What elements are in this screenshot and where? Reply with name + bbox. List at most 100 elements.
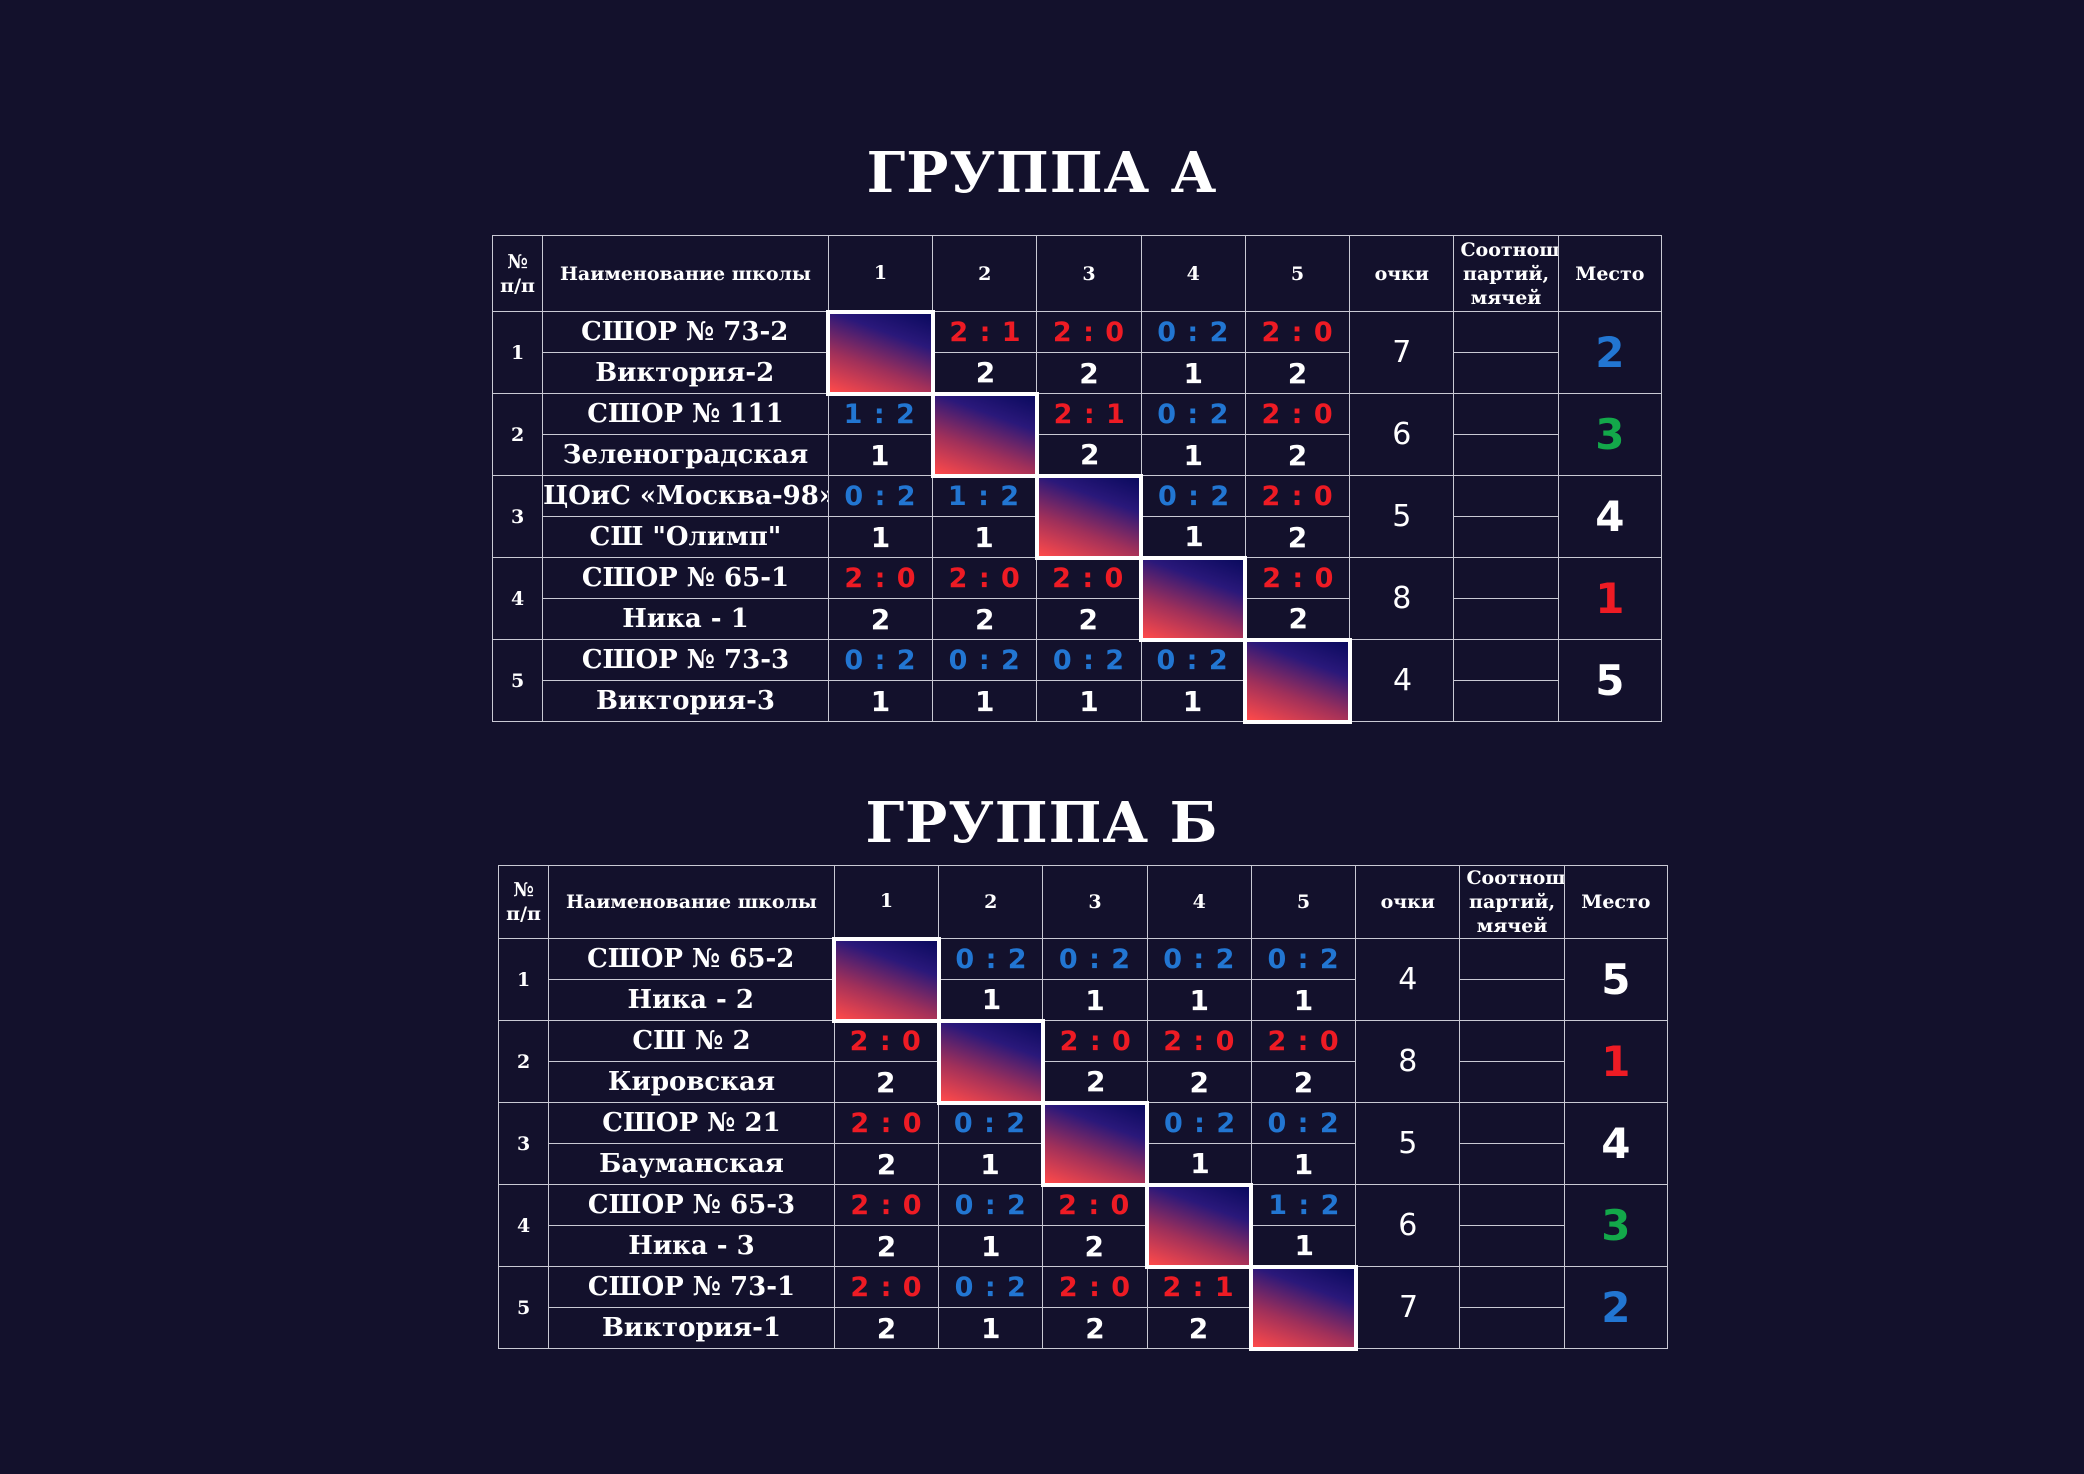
ratio-cell [1453,639,1559,681]
match-points: 2 [833,1225,940,1267]
ratio-cell [1453,434,1559,476]
row-number: 3 [491,475,544,558]
school-name: СШОР № 65-3 [548,1184,835,1226]
match-points: 2 [1244,434,1351,476]
match-points: 2 [1042,1307,1148,1349]
team-name: Виктория-1 [548,1307,835,1349]
team-name: Ника - 1 [542,598,829,640]
diagonal-cell [826,309,935,396]
diagonal-cell [936,1018,1045,1105]
match-score: 0 : 2 [1140,639,1246,681]
school-name: СШ № 2 [548,1020,835,1062]
header-ratio: Соотнош. партий, мячей [1459,865,1565,939]
ratio-cell [1453,475,1559,517]
match-points: 2 [827,598,934,640]
match-points: 1 [938,979,1044,1021]
header-place: Место [1563,865,1669,939]
match-points: 1 [1250,979,1357,1021]
header-col-4: 4 [1146,865,1252,939]
header-col-2: 2 [932,235,1038,312]
header-col-3: 3 [1036,235,1142,312]
school-name: СШОР № 65-1 [542,557,829,599]
ratio-cell [1459,1102,1565,1144]
row-number: 4 [497,1184,550,1267]
match-points: 2 [1244,516,1351,558]
ratio-cell [1459,938,1565,980]
total-points: 7 [1349,311,1455,394]
header-col-4: 4 [1140,235,1246,312]
header-num: № п/п [491,235,544,312]
match-score: 0 : 2 [827,475,934,517]
table-row: Зеленоградская 1 2 1 2 [493,434,1662,476]
place-cell: 2 [1563,1266,1669,1349]
match-score: 0 : 2 [938,938,1044,980]
school-name: СШОР № 111 [542,393,829,435]
match-points: 1 [1140,516,1246,558]
ratio-cell [1459,1143,1565,1185]
total-points: 4 [1349,639,1455,722]
match-score: 2 : 1 [1146,1266,1252,1308]
group-a-table: № п/п Наименование школы 1 2 3 4 5 очки Соотнош.… [491,235,1663,724]
match-points: 1 [827,434,934,476]
ratio-cell [1453,311,1559,353]
table-row: Виктория-1 2 1 2 2 [499,1307,1668,1349]
match-score: 0 : 2 [1250,1102,1357,1144]
ratio-cell [1459,1061,1565,1103]
total-points: 7 [1355,1266,1461,1349]
diagonal-cell [1139,555,1248,642]
diagonal-cell [1243,637,1352,724]
header-ratio: Соотнош. партий, мячей [1453,235,1559,312]
match-score: 2 : 1 [1036,393,1142,435]
match-score: 0 : 2 [932,639,1038,681]
diagonal-cell [1040,1100,1150,1187]
match-score: 0 : 2 [1250,938,1357,980]
match-points: 1 [1036,680,1142,722]
place-cell: 3 [1557,393,1663,476]
header-place: Место [1557,235,1663,312]
header-points: очки [1355,865,1461,939]
match-points: 1 [1146,1143,1252,1185]
team-name: Виктория-2 [542,352,829,394]
match-points: 1 [1140,680,1246,722]
ratio-cell [1453,557,1559,599]
school-name: СШОР № 73-2 [542,311,829,353]
header-col-1: 1 [827,235,934,312]
school-name: ЦОиС «Москва-98» [542,475,829,517]
header-points: очки [1349,235,1455,312]
place-cell: 3 [1563,1184,1669,1267]
match-score: 2 : 0 [1244,393,1351,435]
header-num: № п/п [497,865,550,939]
match-points: 2 [1244,352,1351,394]
match-score: 2 : 0 [833,1266,940,1308]
match-score: 2 : 0 [1036,311,1142,353]
ratio-cell [1453,516,1559,558]
table-row: Кировская 2 2 2 2 [499,1061,1668,1103]
match-points: 2 [1042,1225,1148,1267]
match-score: 1 : 2 [932,475,1038,517]
match-score: 2 : 0 [1250,1020,1357,1062]
match-score: 0 : 2 [1042,938,1148,980]
match-points: 2 [1036,352,1142,394]
match-points: 1 [938,1143,1044,1185]
ratio-cell [1459,1307,1565,1349]
table-row: Виктория-2 2 2 1 2 [493,352,1662,394]
total-points: 4 [1355,938,1461,1021]
total-points: 5 [1355,1102,1461,1185]
ratio-cell [1459,1020,1565,1062]
place-cell: 1 [1557,557,1663,640]
header-row: № п/п Наименование школы 1 2 3 4 5 очки Соотнош.… [497,865,1669,939]
match-points: 1 [932,680,1038,722]
ratio-cell [1453,352,1559,394]
match-points: 2 [1036,434,1142,476]
ratio-cell [1459,979,1565,1021]
team-name: Зеленоградская [542,434,829,476]
group-b-title: ГРУППА Б [865,790,1219,856]
